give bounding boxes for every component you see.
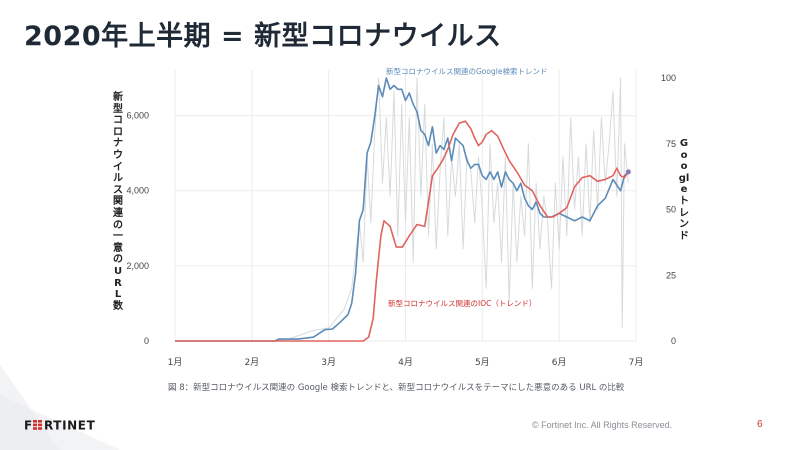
end-point-marker bbox=[625, 169, 631, 175]
annotations: 新型コロナウイルス関連のGoogle検索トレンド新型コロナウイルス関連のIOC（… bbox=[386, 66, 547, 308]
series-line-ioc-trend bbox=[175, 120, 629, 342]
y-right-tick-label: 0 bbox=[671, 336, 676, 346]
page-number: 6 bbox=[757, 419, 763, 430]
y-left-tick-label: 0 bbox=[144, 336, 149, 346]
x-tick-label: 3月 bbox=[321, 357, 336, 368]
x-tick-label: 2月 bbox=[244, 357, 259, 368]
svg-text:RTINET: RTINET bbox=[44, 419, 96, 431]
slide-title: 2020年上半期 = 新型コロナウイルス bbox=[24, 21, 502, 52]
series-line-google-daily bbox=[175, 77, 629, 342]
y-right-tick-label: 50 bbox=[666, 205, 676, 215]
y-left-tick-label: 2,000 bbox=[126, 261, 149, 271]
y-right-tick-label: 25 bbox=[666, 270, 676, 280]
series-line-google-trend bbox=[175, 77, 629, 342]
x-tick-label: 4月 bbox=[398, 357, 413, 368]
tick-labels: 0 2,000 4,000 6,000 0 25 50 75 100 1月 2月 3月 4月 5月 6月 7月 bbox=[126, 73, 676, 368]
figure-caption: 図 8：新型コロナウイルス関連の Google 検索トレンドと、新型コロナウイル… bbox=[168, 383, 625, 393]
svg-text:F: F bbox=[24, 419, 32, 431]
copyright-text: © Fortinet Inc. All Rights Reserved. bbox=[532, 420, 673, 430]
annotation-ioc-trend: 新型コロナウイルス関連のIOC（トレンド） bbox=[388, 298, 536, 308]
x-tick-label: 7月 bbox=[629, 357, 644, 368]
y-left-tick-label: 6,000 bbox=[126, 111, 149, 121]
y-right-tick-label: 75 bbox=[666, 139, 676, 149]
y-axis-left-label: 新型コロナウイルス関連の一意のURL数 bbox=[113, 92, 123, 312]
annotation-google-trend: 新型コロナウイルス関連のGoogle検索トレンド bbox=[386, 66, 547, 76]
series-layer bbox=[175, 77, 631, 342]
y-left-tick-label: 4,000 bbox=[126, 186, 149, 196]
x-tick-label: 5月 bbox=[475, 357, 490, 368]
x-tick-label: 6月 bbox=[552, 357, 567, 368]
y-axis-right-label: Googleトレンド bbox=[678, 138, 690, 242]
x-tick-label: 1月 bbox=[168, 357, 183, 368]
fortinet-logo: F RTINET bbox=[24, 419, 96, 431]
y-right-tick-label: 100 bbox=[661, 73, 676, 83]
